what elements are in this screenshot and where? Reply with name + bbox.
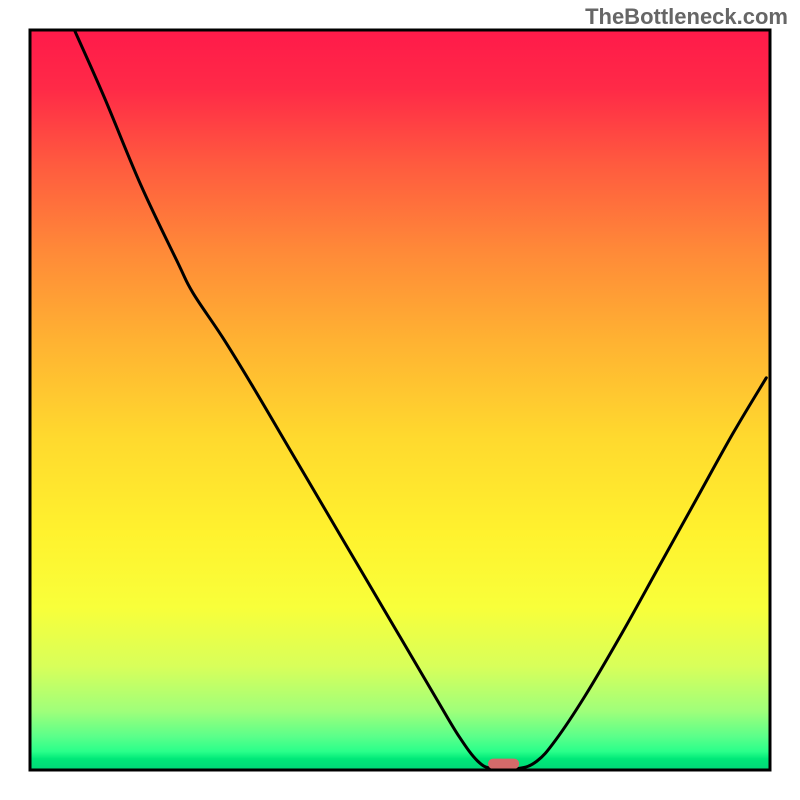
chart-background [30, 30, 770, 770]
chart-container: TheBottleneck.com [0, 0, 800, 800]
watermark-text: TheBottleneck.com [585, 4, 788, 30]
optimal-marker [488, 759, 519, 769]
bottleneck-chart [0, 0, 800, 800]
